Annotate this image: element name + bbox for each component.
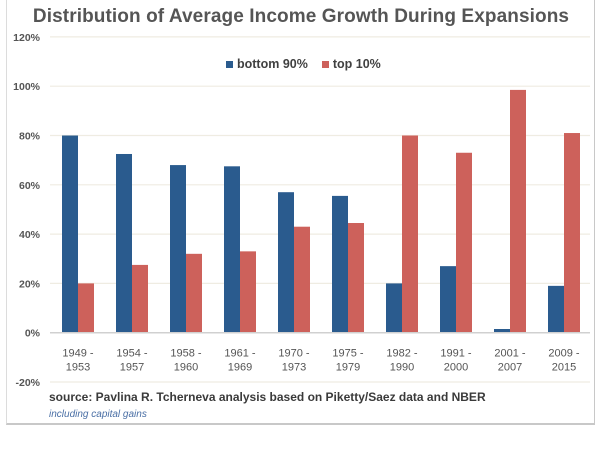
y-tick-label: 100% [13, 81, 41, 93]
legend-swatch-top-10 [321, 60, 329, 68]
x-tick-label: 2001 - [494, 348, 526, 360]
bar-top-10 [186, 253, 202, 333]
bar-bottom-90 [116, 153, 132, 333]
x-tick-label: 1990 [390, 362, 414, 374]
x-tick-label: 2007 [498, 362, 522, 374]
bar-bottom-90 [278, 192, 294, 333]
y-tick-label: 40% [19, 229, 41, 241]
bar-top-10 [402, 135, 418, 333]
bar-bottom-90 [494, 329, 510, 333]
x-tick-label: 1957 [120, 362, 144, 374]
bar-top-10 [348, 223, 364, 333]
chart-frame [6, 0, 595, 425]
x-tick-label: 2009 - [548, 348, 580, 360]
x-tick-label: 1970 - [278, 348, 310, 360]
legend: bottom 90% top 10% [226, 57, 395, 71]
y-tick-label: 0% [25, 328, 41, 340]
x-tick-label: 1961 - [224, 348, 256, 360]
x-tick-label: 1953 [66, 362, 90, 374]
x-tick-label: 1991 - [440, 348, 472, 360]
x-tick-label: 1954 - [116, 348, 148, 360]
x-tick-label: 1960 [174, 362, 198, 374]
y-tick-label: 80% [19, 131, 41, 143]
bar-top-10 [78, 283, 94, 333]
legend-item-bottom-90: bottom 90% [226, 57, 308, 71]
bar-bottom-90 [224, 166, 240, 333]
bar-top-10 [564, 133, 580, 333]
bar-top-10 [510, 89, 526, 333]
x-tick-label: 2015 [552, 362, 576, 374]
x-tick-label: 1982 - [386, 348, 418, 360]
y-tick-label: 20% [19, 278, 41, 290]
y-tick-label: 120% [13, 32, 41, 44]
bar-top-10 [294, 226, 310, 333]
bar-bottom-90 [170, 165, 186, 333]
chart-title: Distribution of Average Income Growth Du… [32, 6, 570, 27]
legend-label-top-10: top 10% [332, 57, 381, 71]
legend-item-top-10: top 10% [321, 57, 381, 71]
bar-top-10 [240, 251, 256, 333]
x-tick-label: 1975 - [332, 348, 364, 360]
x-tick-label: 1958 - [170, 348, 202, 360]
x-tick-label: 1969 [228, 362, 252, 374]
legend-swatch-bottom-90 [226, 60, 233, 68]
x-tick-label: 1979 [336, 362, 360, 374]
x-tick-label: 2000 [444, 362, 468, 374]
bar-top-10 [456, 152, 472, 333]
bar-bottom-90 [440, 266, 456, 333]
y-tick-label: -20% [15, 377, 40, 389]
note-text: including capital gains [49, 409, 147, 420]
bar-bottom-90 [548, 285, 564, 333]
x-tick-label: 1973 [282, 362, 306, 374]
y-tick-label: 60% [19, 180, 41, 192]
bar-top-10 [132, 264, 148, 333]
x-tick-label: 1949 - [62, 348, 94, 360]
bar-bottom-90 [62, 135, 78, 333]
source-text: source: Pavlina R. Tcherneva analysis ba… [49, 390, 486, 404]
legend-label-bottom-90: bottom 90% [237, 57, 308, 71]
bar-bottom-90 [386, 283, 402, 333]
bar-bottom-90 [332, 195, 348, 333]
